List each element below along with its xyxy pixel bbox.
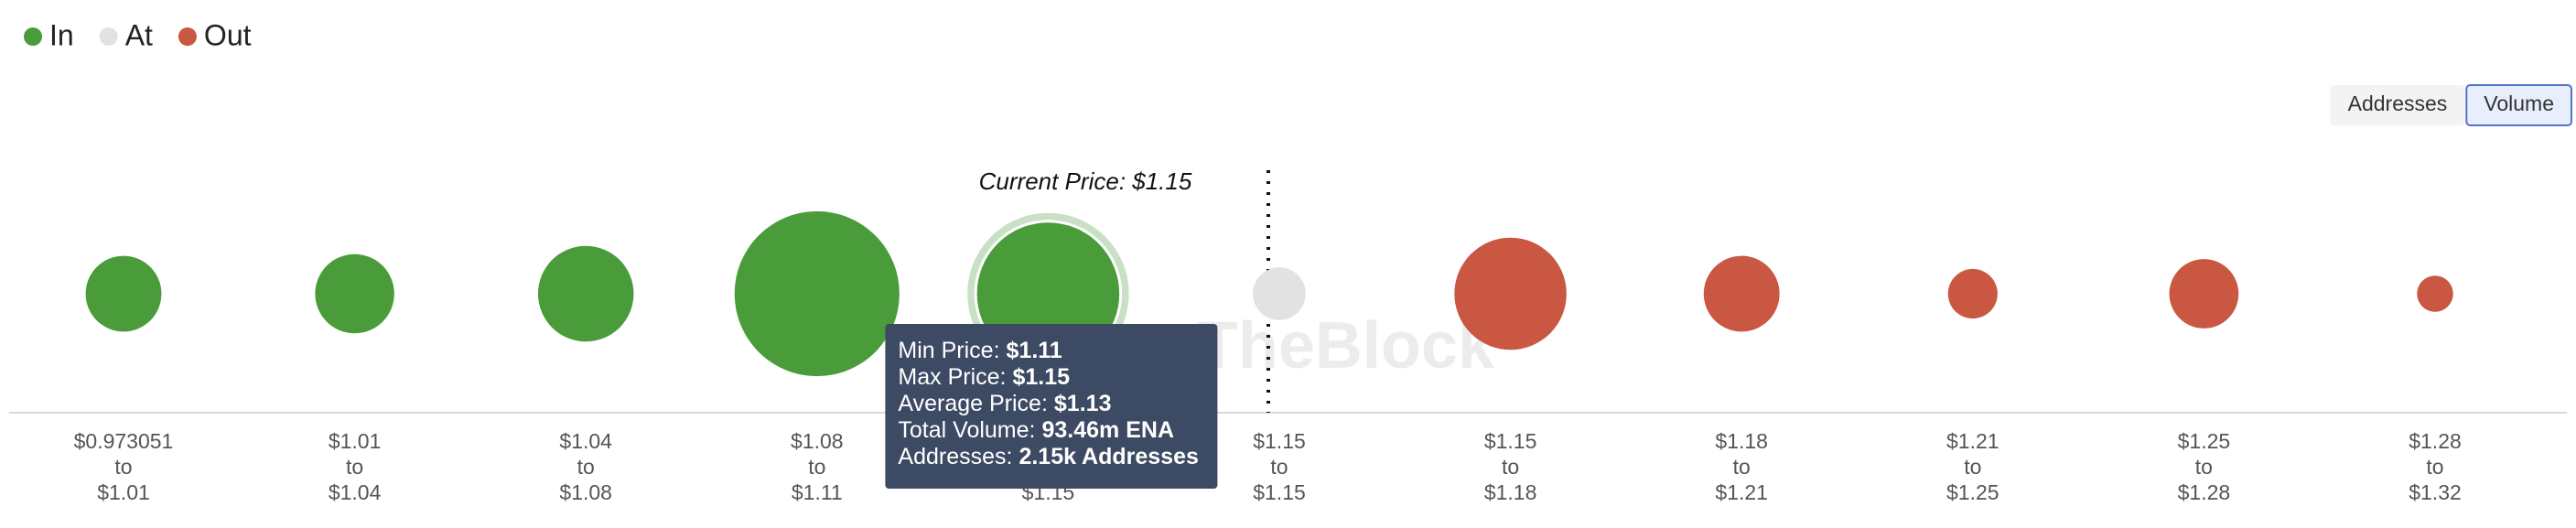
tooltip-row: Max Price: $1.15	[898, 364, 1070, 390]
tooltip-label: Total Volume:	[898, 417, 1035, 443]
toggle-button[interactable]: Addresses	[2330, 85, 2465, 125]
toggle-button[interactable]: Volume	[2465, 84, 2572, 126]
legend-label: In	[49, 18, 74, 51]
x-tick-label: $1.15	[1484, 429, 1537, 453]
x-tick-label: $1.15	[1253, 480, 1306, 504]
tooltip-box	[885, 324, 1218, 489]
x-tick-label: $1.18	[1715, 429, 1768, 453]
tooltip-value: $1.11	[1007, 338, 1062, 363]
legend-marker	[99, 27, 118, 46]
button-label: Volume	[2484, 92, 2554, 115]
bubble	[315, 253, 394, 334]
tooltip-row: Average Price: $1.13	[898, 391, 1111, 416]
x-tick-label: to	[346, 455, 363, 479]
x-tick-label: $1.21	[1946, 429, 1999, 453]
bubble	[1253, 267, 1306, 320]
x-tick-label: to	[1964, 455, 1981, 479]
legend-marker	[24, 27, 42, 46]
x-tick-label: $1.08	[559, 480, 612, 504]
x-tick-label: $1.18	[1484, 480, 1537, 504]
tooltip-value: $1.15	[1012, 364, 1070, 390]
x-tick-label: $1.25	[1946, 480, 1999, 504]
bubble	[2417, 275, 2453, 312]
x-tick-label: to	[1502, 455, 1519, 479]
tooltip-value: 2.15k Addresses	[1019, 444, 1198, 469]
x-tick-label: $1.15	[1253, 429, 1306, 453]
legend-label: At	[125, 18, 153, 51]
x-tick-label: to	[808, 455, 825, 479]
tooltip-value: $1.13	[1054, 391, 1112, 416]
x-tick-label: $1.28	[2409, 429, 2462, 453]
bubble	[2169, 259, 2239, 329]
x-tick-label: $0.973051	[74, 429, 174, 453]
tooltip-label: Average Price:	[898, 391, 1048, 416]
x-tick-label: $1.21	[1715, 480, 1768, 504]
tooltip-label: Max Price:	[898, 364, 1006, 390]
tooltip-row: Addresses: 2.15k Addresses	[898, 444, 1199, 469]
tooltip-label: Addresses:	[898, 444, 1012, 469]
x-tick-label: to	[2195, 455, 2213, 479]
legend-label: Out	[204, 18, 252, 51]
bubble	[1703, 255, 1780, 332]
x-tick-label: $1.04	[559, 429, 612, 453]
bubble	[1947, 268, 1998, 319]
x-tick-label: $1.08	[791, 429, 844, 453]
button-box	[2465, 84, 2572, 126]
x-tick-label: $1.32	[2409, 480, 2462, 504]
x-tick-label: to	[1733, 455, 1751, 479]
x-tick-label: $1.01	[97, 480, 150, 504]
button-box	[2330, 85, 2465, 125]
x-tick-label: to	[2426, 455, 2443, 479]
legend-marker	[178, 27, 197, 46]
bubble	[1454, 237, 1567, 350]
bubble	[734, 210, 900, 377]
x-tick-label: $1.01	[329, 429, 382, 453]
tooltip-row: Total Volume: 93.46m ENA	[898, 417, 1174, 443]
tooltip-row: Min Price: $1.11	[898, 338, 1062, 363]
tooltip-value: 93.46m ENA	[1041, 417, 1174, 443]
x-tick-label: to	[1270, 455, 1288, 479]
tooltip-label: Min Price:	[898, 338, 999, 363]
current-price-label: Current Price: $1.15	[979, 167, 1192, 195]
x-tick-label: $1.04	[329, 480, 382, 504]
x-tick-label: to	[114, 455, 132, 479]
button-label: Addresses	[2348, 92, 2448, 115]
bubble	[537, 245, 634, 342]
x-tick-label: $1.25	[2178, 429, 2231, 453]
x-tick-label: $1.28	[2178, 480, 2231, 504]
x-tick-label: $1.11	[792, 480, 843, 504]
bubble	[85, 255, 162, 332]
x-tick-label: to	[577, 455, 595, 479]
